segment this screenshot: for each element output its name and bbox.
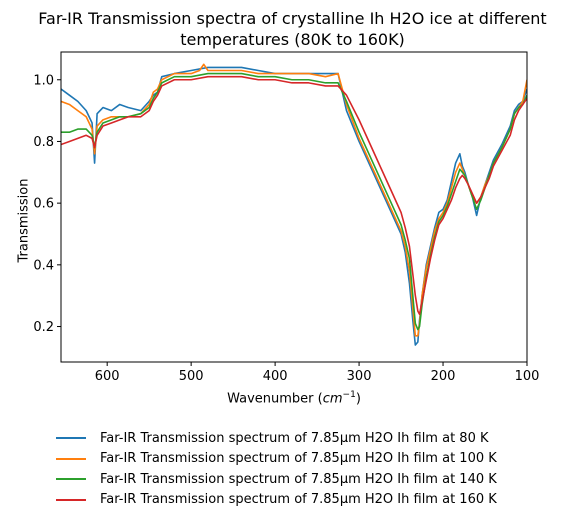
- legend-swatch: [56, 457, 86, 460]
- x-axis-label: Wavenumber (cm−1): [61, 390, 527, 406]
- chart-title: Far-IR Transmission spectra of crystalli…: [0, 8, 567, 50]
- x-axis-label-close: ): [355, 391, 361, 407]
- legend: Far-IR Transmission spectrum of 7.85μm H…: [56, 428, 497, 510]
- legend-label: Far-IR Transmission spectrum of 7.85μm H…: [100, 492, 497, 508]
- x-tick-label: 200: [431, 369, 456, 384]
- x-tick-label: 500: [179, 369, 204, 384]
- legend-item: Far-IR Transmission spectrum of 7.85μm H…: [56, 469, 497, 490]
- legend-item: Far-IR Transmission spectrum of 7.85μm H…: [56, 490, 497, 511]
- x-tick-label: 300: [347, 369, 372, 384]
- plot-frame: [60, 51, 528, 363]
- chart-title-line1: Far-IR Transmission spectra of crystalli…: [38, 9, 547, 28]
- series-line-1: [61, 63, 527, 337]
- chart-title-line2: temperatures (80K to 160K): [180, 30, 405, 49]
- y-tick-label: 0.8: [33, 135, 54, 150]
- x-tick-label: 100: [515, 369, 540, 384]
- x-tick-label: 600: [95, 369, 120, 384]
- legend-swatch: [56, 478, 86, 481]
- legend-label: Far-IR Transmission spectrum of 7.85μm H…: [100, 451, 497, 467]
- series-line-2: [61, 72, 527, 331]
- x-axis-label-exponent: −1: [342, 390, 356, 400]
- x-axis-label-unit: cm: [322, 391, 343, 407]
- x-axis-label-text: Wavenumber (: [227, 391, 323, 407]
- legend-swatch: [56, 437, 86, 440]
- legend-swatch: [56, 498, 86, 501]
- y-axis-label: Transmission: [16, 178, 32, 263]
- series-line-3: [61, 75, 527, 315]
- series-line-0: [61, 66, 527, 346]
- legend-label: Far-IR Transmission spectrum of 7.85μm H…: [100, 471, 497, 487]
- y-tick-label: 0.4: [33, 258, 54, 273]
- legend-label: Far-IR Transmission spectrum of 7.85μm H…: [100, 430, 489, 446]
- x-tick-label: 400: [263, 369, 288, 384]
- y-tick-label: 1.0: [33, 73, 54, 88]
- legend-item: Far-IR Transmission spectrum of 7.85μm H…: [56, 428, 497, 449]
- legend-item: Far-IR Transmission spectrum of 7.85μm H…: [56, 449, 497, 470]
- y-tick-label: 0.2: [33, 320, 54, 335]
- y-tick-label: 0.6: [33, 197, 54, 212]
